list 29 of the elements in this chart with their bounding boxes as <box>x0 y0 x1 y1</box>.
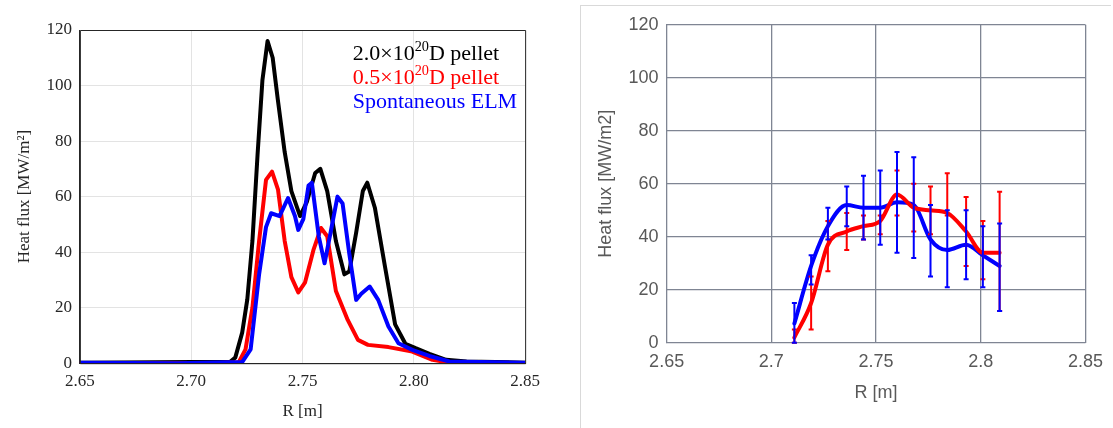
x-tick-label: 2.85 <box>1067 350 1104 371</box>
x-tick-label: 2.8 <box>968 350 994 371</box>
y-tick-label: 100 <box>46 75 72 94</box>
y-tick-label: 0 <box>648 331 659 352</box>
x-tick-label: 2.7 <box>758 350 784 371</box>
x-axis-title: R [m] <box>854 382 898 403</box>
y-tick-label: 0 <box>63 352 72 372</box>
x-tick-label: 2.80 <box>398 370 429 390</box>
y-axis-title: Heat flux [MW/m²] <box>13 129 33 264</box>
x-axis-title: R [m] <box>282 401 323 421</box>
x-tick-label: 2.75 <box>858 350 894 371</box>
y-tick-label: 80 <box>54 130 72 150</box>
y-tick-label: 20 <box>54 297 72 317</box>
y-tick-label: 120 <box>46 19 72 39</box>
y-tick-label: 40 <box>638 225 659 246</box>
y-tick-label: 60 <box>54 186 72 206</box>
y-axis-title: Heat flux [MW/m2] <box>594 109 615 258</box>
x-tick-label: 2.85 <box>510 370 540 390</box>
x-tick-label: 2.70 <box>176 370 207 390</box>
x-tick-label: 2.65 <box>649 350 685 371</box>
y-tick-label: 60 <box>638 172 659 193</box>
y-tick-label: 100 <box>628 66 659 87</box>
y-tick-label: 40 <box>54 241 72 261</box>
y-tick-label: 20 <box>638 278 659 299</box>
text: Spontaneous ELM <box>352 88 518 113</box>
x-tick-label: 2.65 <box>65 370 95 390</box>
y-tick-label: 120 <box>628 13 659 34</box>
x-tick-label: 2.75 <box>287 370 318 390</box>
y-tick-label: 80 <box>638 119 659 140</box>
